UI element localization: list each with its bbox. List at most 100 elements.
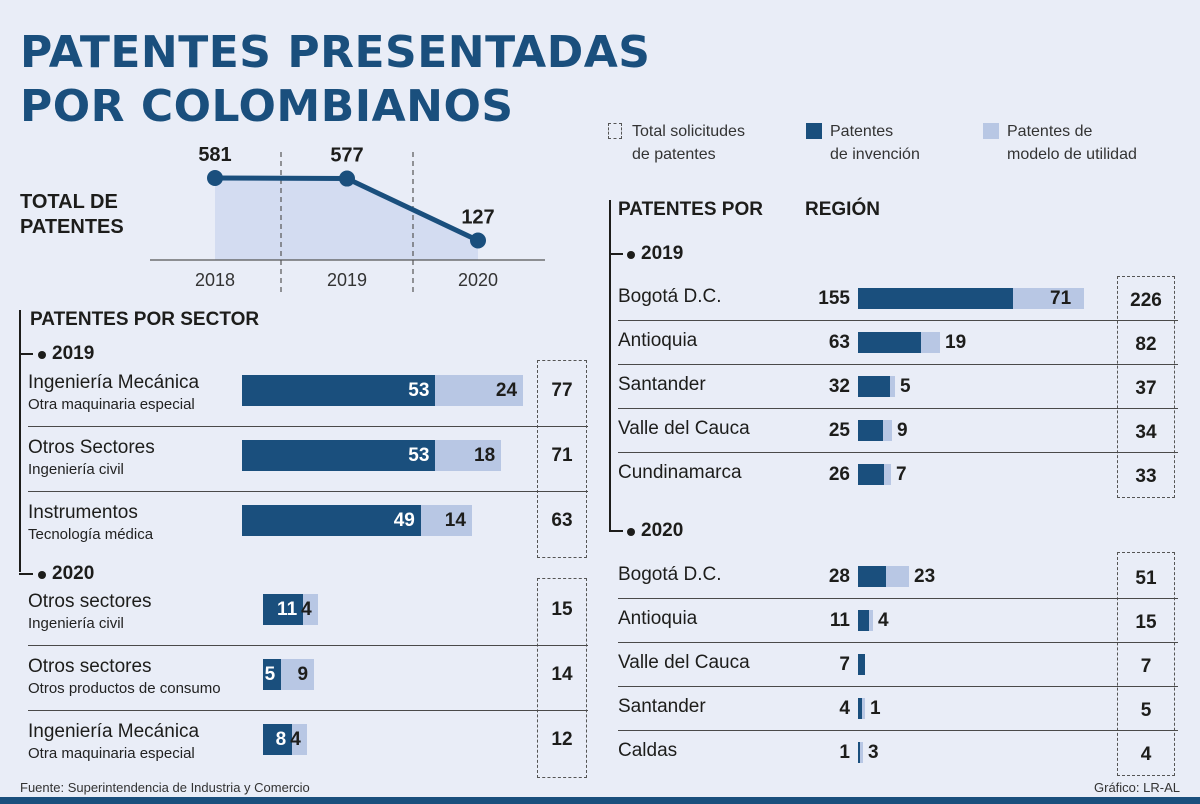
utility-bar bbox=[890, 376, 895, 397]
invention-bar bbox=[858, 288, 1013, 309]
region-row: Bogotá D.C. bbox=[618, 564, 1178, 604]
invention-bar bbox=[858, 742, 860, 763]
page-title: PATENTES PRESENTADAS POR COLOMBIANOS bbox=[20, 27, 651, 132]
region-name: Santander bbox=[618, 374, 706, 395]
region-row: Caldas bbox=[618, 740, 1178, 780]
total-value: 4 bbox=[1140, 744, 1152, 765]
legend-label-total: Total solicitudes de patentes bbox=[632, 123, 745, 163]
region-row: Bogotá D.C. bbox=[618, 286, 1178, 326]
year-label-2020: 2020 bbox=[626, 520, 684, 541]
invention-value: 28 bbox=[828, 566, 850, 587]
invention-bar bbox=[263, 724, 293, 755]
invention-value: 1 bbox=[839, 742, 850, 763]
legend-swatch-utility bbox=[983, 123, 999, 139]
utility-value: 4 bbox=[290, 729, 301, 750]
sector-row: Otros sectores Otros productos de consumo bbox=[28, 656, 588, 716]
total-value: 14 bbox=[551, 664, 573, 685]
total-value: 82 bbox=[1135, 334, 1157, 355]
invention-bar bbox=[858, 332, 921, 353]
total-value: 226 bbox=[1130, 290, 1162, 311]
legend-swatch-invention bbox=[806, 123, 822, 139]
row-separator bbox=[28, 426, 588, 427]
legend-item-invention: Patentes de invención bbox=[806, 120, 920, 166]
total-value: 5 bbox=[1140, 700, 1152, 721]
invention-value: 8 bbox=[275, 729, 287, 750]
invention-value: 53 bbox=[408, 445, 430, 466]
utility-bar bbox=[921, 332, 940, 353]
total-box bbox=[1117, 552, 1175, 776]
row-separator bbox=[618, 408, 1178, 409]
region-row: Santander bbox=[618, 374, 1178, 414]
total-value: 15 bbox=[551, 599, 573, 620]
invention-bar bbox=[858, 376, 890, 397]
total-value-label: 581 bbox=[198, 144, 231, 166]
utility-bar bbox=[886, 566, 909, 587]
total-patentes-chart: 581 2018 577 2019 127 2020 bbox=[150, 144, 545, 295]
utility-bar bbox=[303, 594, 318, 625]
invention-bar bbox=[858, 698, 862, 719]
row-separator bbox=[618, 364, 1178, 365]
row-separator bbox=[28, 645, 588, 646]
region-row: Santander bbox=[618, 696, 1178, 736]
row-separator bbox=[618, 642, 1178, 643]
total-value: 63 bbox=[551, 510, 573, 531]
region-name: Antioquia bbox=[618, 330, 698, 351]
utility-value: 5 bbox=[900, 376, 911, 397]
sector-row: Ingeniería Mecánica Otra maquinaria espec… bbox=[28, 721, 588, 781]
region-heading-a: PATENTES POR bbox=[618, 199, 763, 220]
region-row: Antioquia bbox=[618, 608, 1178, 648]
utility-bar bbox=[883, 420, 892, 441]
utility-value: 9 bbox=[297, 664, 309, 685]
sector-subname: Tecnología médica bbox=[28, 526, 154, 543]
utility-bar bbox=[860, 742, 863, 763]
sector-guide-line bbox=[19, 310, 21, 572]
region-row: Cundinamarca bbox=[618, 462, 1178, 502]
total-value: 51 bbox=[1135, 568, 1157, 589]
invention-bar bbox=[263, 594, 304, 625]
utility-value: 3 bbox=[868, 742, 879, 763]
invention-value: 25 bbox=[828, 420, 850, 441]
invention-bar bbox=[858, 654, 865, 675]
legend-item-utility: Patentes de modelo de utilidad bbox=[983, 120, 1137, 166]
utility-value: 1 bbox=[870, 698, 881, 719]
total-x-tick: 2019 bbox=[327, 270, 367, 290]
legend-swatch-total bbox=[608, 123, 622, 139]
region-name: Caldas bbox=[618, 740, 678, 761]
total-value: 37 bbox=[1135, 378, 1157, 399]
invention-value: 5 bbox=[264, 664, 276, 685]
total-value: 12 bbox=[551, 729, 573, 750]
sector-subname: Otros productos de consumo bbox=[28, 680, 221, 697]
utility-value: 71 bbox=[1050, 288, 1072, 309]
total-point bbox=[470, 232, 486, 249]
utility-value: 14 bbox=[444, 510, 466, 531]
utility-bar bbox=[884, 464, 891, 485]
utility-value: 9 bbox=[897, 420, 908, 441]
total-patentes-label: TOTAL DE PATENTES bbox=[20, 191, 124, 238]
region-heading-b: REGIÓN bbox=[805, 199, 880, 220]
utility-value: 4 bbox=[301, 599, 312, 620]
region-name: Bogotá D.C. bbox=[618, 286, 722, 307]
invention-value: 32 bbox=[828, 376, 850, 397]
total-value: 34 bbox=[1135, 422, 1157, 443]
invention-value: 11 bbox=[829, 610, 850, 631]
region-guide-line bbox=[609, 200, 611, 530]
total-area bbox=[215, 178, 478, 260]
invention-value: 155 bbox=[818, 288, 850, 309]
utility-bar bbox=[420, 505, 472, 536]
utility-value: 23 bbox=[914, 566, 936, 587]
sector-subname: Ingeniería civil bbox=[28, 461, 124, 478]
year-connector bbox=[19, 573, 33, 575]
region-name: Bogotá D.C. bbox=[618, 564, 722, 585]
sector-subname: Otra maquinaria especial bbox=[28, 396, 195, 413]
sector-name: Otros sectores bbox=[28, 591, 152, 612]
total-x-tick: 2018 bbox=[195, 270, 235, 290]
invention-bar bbox=[858, 566, 886, 587]
invention-bar bbox=[263, 659, 282, 690]
source-note: Fuente: Superintendencia de Industria y … bbox=[20, 780, 310, 795]
row-separator bbox=[618, 598, 1178, 599]
legend-label-invention: Patentes de invención bbox=[830, 123, 920, 163]
total-box bbox=[1117, 276, 1175, 498]
total-value-label: 577 bbox=[330, 145, 363, 167]
utility-value: 7 bbox=[896, 464, 907, 485]
sector-name: Ingeniería Mecánica bbox=[28, 721, 200, 742]
